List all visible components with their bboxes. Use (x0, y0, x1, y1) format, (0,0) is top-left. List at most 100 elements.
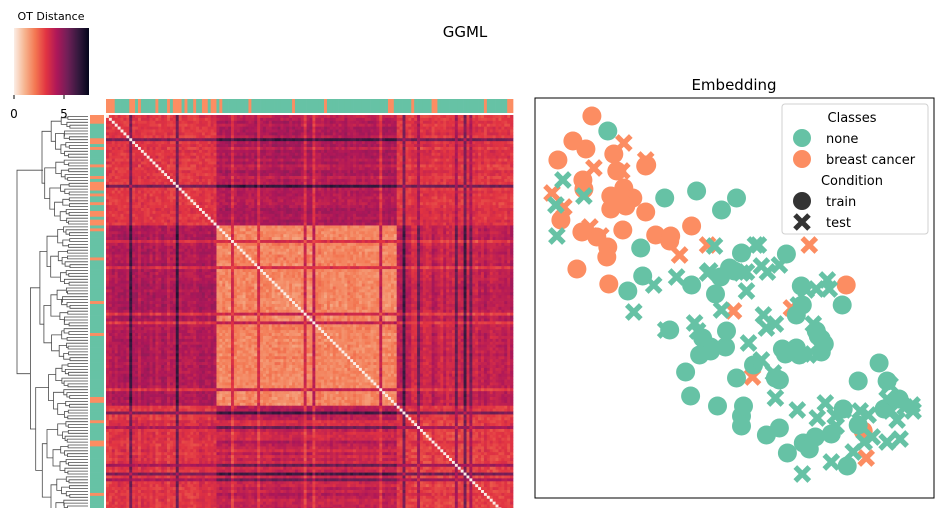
heatmap-cell (419, 202, 424, 206)
heatmap-cell (213, 135, 217, 139)
heatmap-cell (265, 123, 270, 127)
heatmap-cell (199, 144, 203, 148)
dendrogram-link (64, 261, 88, 267)
heatmap-cell (114, 202, 118, 206)
row-class-cell (90, 452, 104, 456)
heatmap-cell (312, 135, 316, 139)
heatmap-cell (437, 120, 441, 125)
heatmap-cell (315, 193, 319, 197)
heatmap-cell (326, 135, 331, 139)
heatmap-cell (187, 115, 191, 119)
heatmap-cell (140, 196, 145, 200)
heatmap-cell (463, 178, 467, 183)
dendrogram-link (67, 255, 88, 260)
heatmap-cell (475, 117, 479, 122)
heatmap-cell (297, 149, 302, 154)
heatmap-cell (414, 170, 418, 174)
heatmap-cell (428, 199, 432, 203)
heatmap-cell (338, 158, 342, 162)
row-class-cell (90, 129, 104, 133)
heatmap-cell (167, 126, 171, 130)
heatmap-cell (245, 170, 249, 174)
heatmap-cell (460, 132, 464, 136)
heatmap-cell (358, 115, 363, 119)
heatmap-cell (262, 138, 267, 142)
heatmap-cell (120, 205, 124, 209)
heatmap-cell (376, 193, 380, 197)
heatmap-cell (344, 149, 348, 154)
heatmap-cell (146, 178, 150, 183)
heatmap-cell (431, 144, 435, 148)
heatmap-cell (297, 126, 302, 130)
heatmap-cell (199, 190, 203, 194)
heatmap-cell (495, 141, 499, 145)
heatmap-cell (367, 141, 371, 145)
heatmap-cell (199, 167, 203, 171)
heatmap-cell (341, 205, 345, 209)
heatmap-cell (411, 120, 415, 125)
heatmap-cell (233, 184, 238, 189)
heatmap-cell (408, 135, 412, 139)
heatmap-cell (146, 167, 150, 171)
heatmap-cell (204, 152, 209, 157)
heatmap-cell (454, 196, 459, 200)
heatmap-cell (414, 126, 418, 130)
heatmap-cell (222, 178, 226, 183)
heatmap-cell (289, 181, 293, 186)
heatmap-cell (411, 141, 415, 145)
heatmap-cell (434, 155, 438, 159)
heatmap-cell (129, 123, 133, 127)
heatmap-cell (498, 158, 502, 162)
heatmap-cell (358, 135, 363, 139)
heatmap-cell (318, 181, 322, 186)
heatmap-cell (286, 202, 290, 206)
heatmap-cell (306, 115, 310, 119)
dendrogram-link (50, 120, 62, 142)
heatmap-cell (300, 117, 305, 122)
heatmap-cell (149, 187, 153, 191)
heatmap-cell (324, 161, 328, 165)
heatmap-cell (114, 138, 118, 142)
heatmap-cell (178, 144, 182, 148)
heatmap-cell (294, 193, 299, 197)
heatmap-cell (379, 170, 383, 174)
heatmap-cell (428, 117, 432, 122)
heatmap-cell (135, 178, 139, 183)
heatmap-cell (257, 196, 261, 200)
column-class-cell (164, 99, 168, 113)
heatmap-cell (446, 184, 450, 189)
heatmap-cell (347, 181, 351, 186)
heatmap-cell (286, 161, 290, 165)
heatmap-cell (143, 135, 148, 139)
heatmap-cell (431, 187, 435, 191)
heatmap-cell (248, 199, 252, 203)
heatmap-cell (181, 190, 185, 194)
heatmap-cell (123, 196, 127, 200)
heatmap-cell (489, 187, 493, 191)
heatmap-cell (254, 155, 258, 159)
heatmap-cell (324, 138, 328, 142)
heatmap-cell (504, 187, 508, 191)
heatmap-cell (324, 208, 328, 212)
heatmap-cell (399, 202, 403, 206)
heatmap-cell (466, 190, 470, 194)
heatmap-cell (216, 115, 220, 119)
heatmap-cell (222, 146, 226, 151)
heatmap-cell (169, 152, 174, 157)
heatmap-cell (434, 187, 438, 191)
heatmap-cell (443, 126, 447, 130)
heatmap-cell (469, 138, 473, 142)
heatmap-cell (146, 173, 150, 177)
heatmap-cell (478, 129, 482, 133)
heatmap-cell (172, 132, 177, 136)
heatmap-cell (248, 123, 252, 127)
heatmap-cell (274, 190, 278, 194)
heatmap-cell (504, 205, 508, 209)
heatmap-cell (155, 190, 159, 194)
heatmap-cell (248, 152, 252, 157)
heatmap-cell (399, 176, 403, 180)
heatmap-cell (242, 146, 246, 151)
heatmap-cell (309, 167, 313, 171)
heatmap-cell (167, 187, 171, 191)
row-class-cell (90, 446, 104, 450)
